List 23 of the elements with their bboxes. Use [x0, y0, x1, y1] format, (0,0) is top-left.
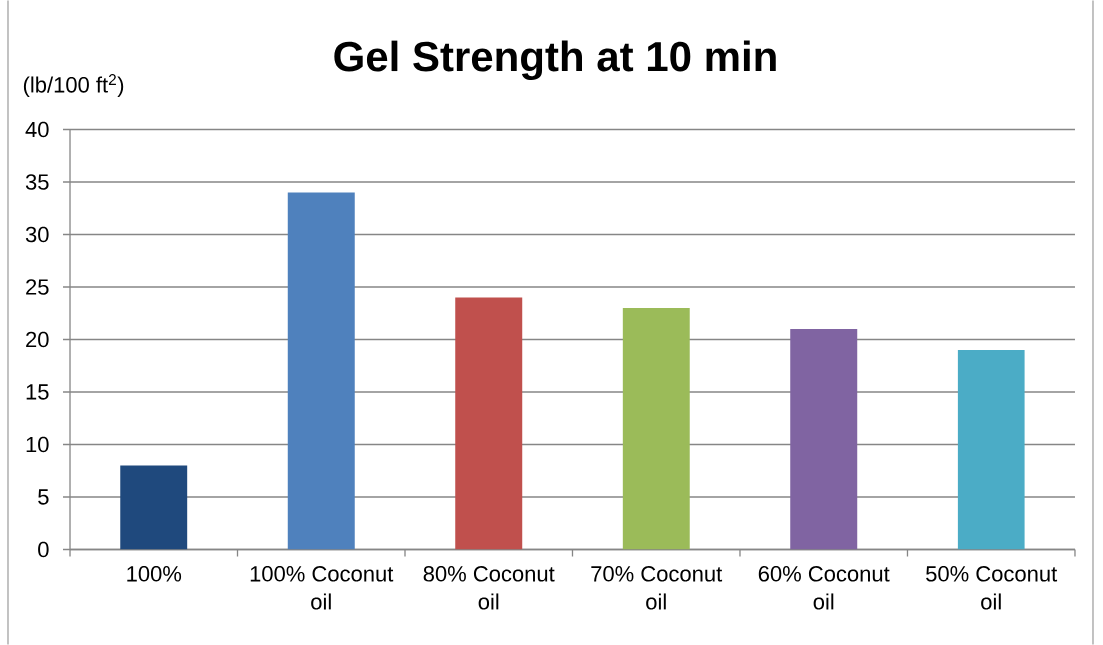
bar	[455, 297, 523, 550]
x-tick-label: 50% Coconut oil	[926, 566, 1058, 610]
y-axis-title: (lb/100 ft$^{2}$)	[23, 74, 124, 97]
y-tick-label: 0	[38, 541, 49, 558]
x-tick-label: 100%	[127, 566, 182, 582]
y-tick-label: 15	[26, 384, 49, 400]
y-tick-label: 10	[26, 436, 49, 453]
y-tick-label: 5	[38, 489, 49, 505]
y-tick-label: 40	[25, 121, 49, 138]
y-tick-label: 25	[26, 279, 49, 295]
bar	[957, 349, 1025, 550]
bar	[790, 328, 858, 550]
y-tick-label: 30	[25, 226, 49, 243]
bar	[622, 307, 690, 550]
x-tick-label: 100% Coconut oil	[250, 566, 394, 610]
y-tick-label: 20	[26, 331, 49, 348]
x-tick-label: 60% Coconut oil	[758, 566, 890, 610]
y-tick-label: 35	[25, 174, 49, 190]
chart-title: Gel Strength at 10 min	[334, 40, 776, 80]
x-tick-label: 70% Coconut oil	[591, 566, 723, 610]
x-tick-label: 80% Coconut oil	[423, 566, 555, 610]
bar	[287, 192, 355, 550]
bar	[120, 465, 188, 550]
